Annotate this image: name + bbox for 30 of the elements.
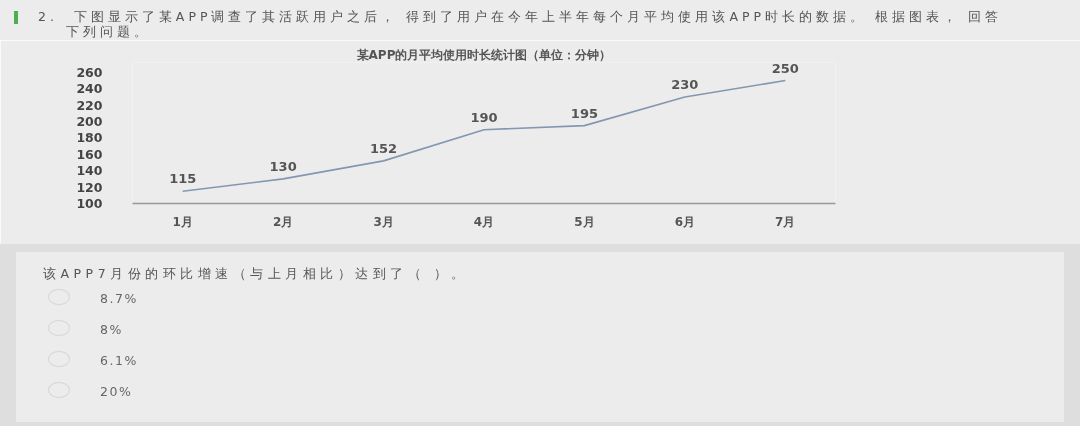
text: 8% bbox=[100, 321, 123, 339]
y-tick-label: 260 bbox=[76, 64, 103, 80]
data-label: 230 bbox=[671, 76, 699, 92]
text: 该APP7月份的环比增速（与上月相比）达到了（ ）。 bbox=[43, 265, 469, 283]
data-label: 250 bbox=[771, 60, 799, 76]
x-tick-label: 5月 bbox=[574, 214, 595, 229]
data-label: 130 bbox=[269, 158, 297, 174]
text: 8.7% bbox=[100, 290, 138, 308]
data-label: 195 bbox=[570, 105, 598, 121]
y-tick-label: 200 bbox=[76, 114, 103, 130]
x-tick-label: 1月 bbox=[172, 214, 193, 229]
data-label: 152 bbox=[370, 140, 398, 156]
y-tick-label: 120 bbox=[76, 179, 103, 195]
text: 2. 下图显示了某APP调查了其活跃用户之后， 得到了用户在今年上半年每个月平均使用该APP时长的数据。 根据图表， 回答下列问题。 bbox=[38, 9, 1004, 39]
x-tick-label: 4月 bbox=[473, 214, 495, 229]
chart-title: 某APP的月平均使用时长统计图（单位：分钟） bbox=[355, 47, 612, 62]
y-tick-label: 180 bbox=[76, 130, 103, 146]
x-tick-label: 3月 bbox=[373, 214, 394, 229]
y-tick-label: 240 bbox=[76, 81, 103, 97]
x-tick-label: 2月 bbox=[272, 214, 294, 229]
data-label: 190 bbox=[470, 109, 498, 125]
y-tick-label: 220 bbox=[76, 97, 103, 113]
y-tick-label: 140 bbox=[76, 163, 103, 179]
x-tick-label: 7月 bbox=[775, 214, 796, 229]
text: 20% bbox=[100, 383, 133, 401]
y-tick-label: 160 bbox=[76, 146, 103, 162]
x-tick-label: 6月 bbox=[674, 214, 696, 229]
data-label: 115 bbox=[169, 171, 197, 187]
y-tick-label: 100 bbox=[76, 196, 103, 211]
text: 6.1% bbox=[100, 352, 138, 370]
